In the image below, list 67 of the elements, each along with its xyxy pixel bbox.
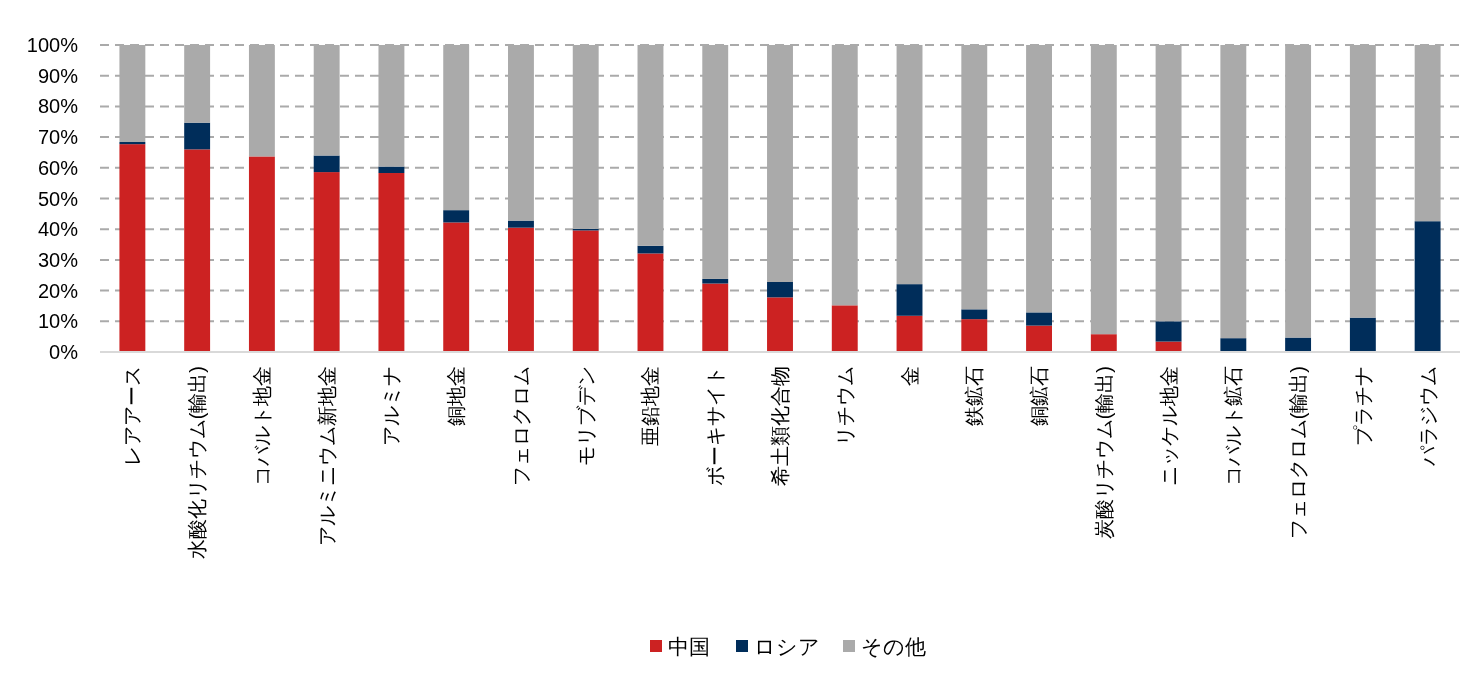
bar <box>896 284 923 316</box>
bar <box>1414 221 1441 352</box>
legend-label: その他 <box>861 635 926 658</box>
x-tick-label: コバルト地金 <box>250 366 273 486</box>
bar <box>443 210 470 223</box>
bar <box>184 149 211 352</box>
bar <box>572 230 599 352</box>
bar <box>961 319 988 352</box>
y-tick-label: 40% <box>37 218 79 241</box>
bar <box>119 142 146 145</box>
y-tick-label: 60% <box>37 156 79 179</box>
bar <box>961 309 988 320</box>
bar <box>1090 334 1117 352</box>
bar <box>702 278 729 284</box>
x-tick-label: フェロクロム <box>509 366 532 486</box>
bar <box>508 227 534 352</box>
x-tick-label: アルミニウム新地金 <box>315 366 338 546</box>
bar <box>702 283 729 352</box>
bar <box>1026 325 1052 352</box>
bar <box>831 305 858 352</box>
x-tick-label: ボーキサイト <box>704 366 727 486</box>
x-tick-label: 炭酸リチウム(輸出) <box>1092 366 1115 540</box>
x-tick-label: レアアース <box>121 366 144 466</box>
y-tick-label: 70% <box>37 126 79 149</box>
y-tick-label: 100% <box>26 34 79 56</box>
bar <box>637 253 664 352</box>
y-tick-label: 90% <box>37 64 79 87</box>
y-tick-label: 0% <box>49 341 79 363</box>
legend-label: ロシア <box>754 635 820 658</box>
legend-label: 中国 <box>668 635 710 658</box>
x-tick-label: ニッケル地金 <box>1157 366 1180 486</box>
bar <box>896 315 923 352</box>
bar <box>119 144 146 352</box>
bar <box>378 166 405 174</box>
x-tick-label: プラチナ <box>1351 366 1374 446</box>
bar <box>1220 338 1247 352</box>
x-tick-label: 金 <box>898 366 921 386</box>
bar <box>767 282 793 298</box>
bar <box>184 122 211 150</box>
y-tick-label: 10% <box>37 310 79 333</box>
bar <box>378 173 405 352</box>
bar <box>248 156 275 352</box>
x-tick-label: アルミナ <box>380 366 403 446</box>
x-tick-label: 亜鉛地金 <box>639 366 662 446</box>
bar <box>508 220 534 228</box>
y-tick-label: 50% <box>37 187 79 210</box>
x-tick-label: 銅鉱石 <box>1028 366 1051 426</box>
bar <box>1285 337 1312 352</box>
x-tick-label: 銅地金 <box>445 366 468 426</box>
bar <box>313 155 340 173</box>
x-tick-label: リチウム <box>833 366 856 446</box>
bar <box>1155 321 1182 342</box>
x-tick-label: 水酸化リチウム(輸出) <box>186 366 209 560</box>
x-tick-label: モリブデン <box>574 366 597 466</box>
bar <box>767 297 793 352</box>
x-tick-label: フェロクロム(輸出) <box>1287 366 1310 540</box>
bar <box>313 172 340 352</box>
x-tick-label: パラジウム <box>1416 366 1439 467</box>
x-tick-label: 鉄鉱石 <box>963 366 986 426</box>
x-tick-label: コバルト鉱石 <box>1222 366 1245 486</box>
bar <box>443 222 470 352</box>
x-tick-label: 希土類化合物 <box>769 366 791 486</box>
y-tick-label: 80% <box>37 95 79 118</box>
bar <box>1349 317 1376 352</box>
bar <box>1026 312 1052 326</box>
y-tick-label: 30% <box>37 248 79 271</box>
y-tick-label: 20% <box>37 279 79 302</box>
